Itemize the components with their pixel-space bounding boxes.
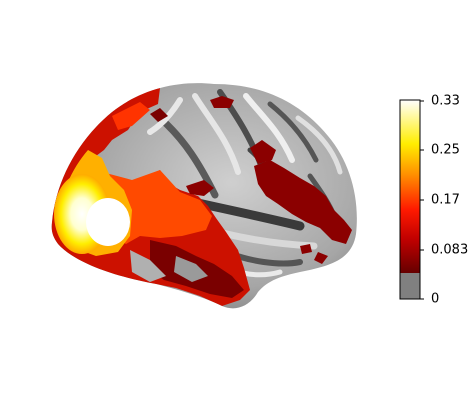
colorbar-tick-max: 0.33 [431,93,460,109]
colorbar [399,99,424,300]
colorbar-tick-min: 0 [431,291,440,307]
colorbar-tick-3: 0.25 [431,142,460,158]
brain-surface [51,83,357,309]
activation-map [51,88,352,306]
colorbar-tick-2: 0.17 [431,192,460,208]
colorbar-tick-1: 0.083 [431,242,469,258]
